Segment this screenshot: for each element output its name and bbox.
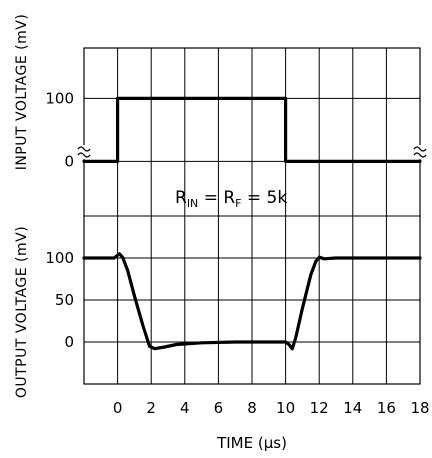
x-tick-label: 14 — [343, 399, 362, 417]
left-break-mark — [77, 145, 91, 159]
right-break-mark — [413, 145, 427, 159]
y-tick-label: 0 — [64, 333, 74, 351]
axis-break-marks — [77, 145, 427, 159]
annotation-value: = 5k — [242, 188, 288, 208]
axis-labels: INPUT VOLTAGE (mV) OUTPUT VOLTAGE (mV) TIM… — [14, 14, 287, 452]
y-tick-label: 50 — [55, 291, 74, 309]
annotation-r: R — [175, 188, 187, 208]
y-tick-label: 100 — [45, 249, 74, 267]
annotation-eq-r: = R — [198, 188, 235, 208]
x-tick-label: 16 — [377, 399, 396, 417]
input-y-axis-label: INPUT VOLTAGE (mV) — [14, 14, 30, 171]
x-tick-label: 0 — [113, 399, 123, 417]
data-series — [82, 96, 422, 351]
y-tick-label: 100 — [45, 89, 74, 107]
x-axis-label: TIME (μs) — [216, 434, 287, 452]
x-tick-label: 6 — [214, 399, 224, 417]
x-tick-label: 4 — [180, 399, 190, 417]
annotation-sub-f: F — [235, 197, 241, 210]
x-tick-label: 12 — [310, 399, 329, 417]
resistor-annotation: RIN = RF = 5k — [175, 188, 287, 210]
x-tick-label: 18 — [410, 399, 429, 417]
y-tick-label: 0 — [64, 152, 74, 170]
input-voltage-line — [82, 96, 422, 163]
output-voltage-line — [82, 252, 422, 351]
output-y-axis-label: OUTPUT VOLTAGE (mV) — [14, 226, 30, 398]
x-tick-label: 10 — [276, 399, 295, 417]
x-tick-label: 2 — [146, 399, 156, 417]
tick-labels: 0 100 0 50 100 0 2 4 6 8 10 12 14 16 18 — [45, 89, 429, 417]
x-tick-label: 8 — [247, 399, 257, 417]
annotation-sub-in: IN — [187, 197, 198, 210]
